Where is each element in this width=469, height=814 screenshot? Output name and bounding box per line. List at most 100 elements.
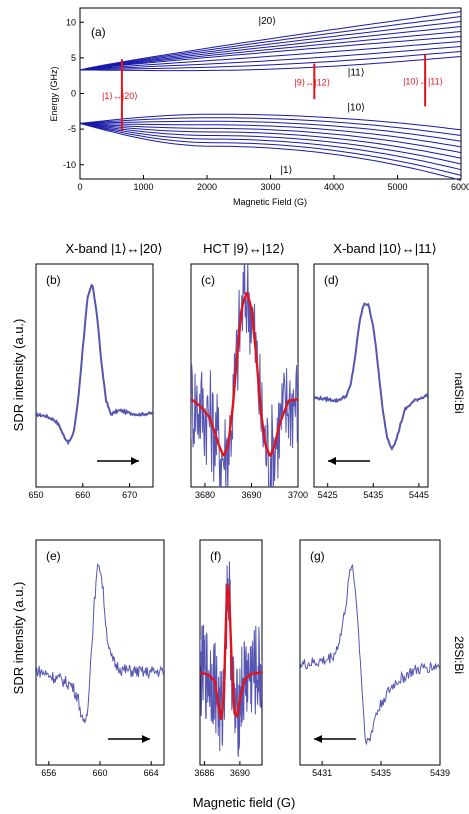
panel-e-xtick-label: 656	[41, 768, 56, 778]
panel-a-lower-level	[79, 122, 462, 176]
column-title-d: X-band |10⟩↔|11⟩	[333, 241, 436, 256]
panel-d-frame	[313, 263, 429, 488]
panel-b-frame	[35, 263, 154, 488]
panel-a-state-labels: |20⟩ |11⟩ |10⟩ |1⟩	[259, 16, 366, 176]
panel-a-upper-level	[79, 16, 462, 71]
panel-d-xtick-label: 5425	[318, 490, 338, 500]
panel-a-ytick-label: 0	[71, 89, 76, 99]
panel-a-xtick-label: 0	[77, 182, 82, 192]
panel-a-lower-level	[79, 122, 462, 148]
panel-e-series-0	[36, 562, 164, 724]
panel-a-lower-level	[79, 122, 462, 159]
panel-g-label: (g)	[310, 549, 325, 563]
panel-e-frame	[35, 539, 165, 766]
panel-b-xtick-label: 650	[28, 490, 43, 500]
panel-a-xtick-label: 3000	[260, 182, 280, 192]
panel-f-series-1	[200, 583, 262, 720]
panel-a-lower-level	[79, 122, 462, 165]
panel-a-xlabel: Magnetic Field (G)	[233, 197, 307, 207]
row-label-28: 28Si:Bi	[452, 636, 466, 674]
panel-e-label: (e)	[46, 549, 61, 563]
panel-b-sweep-arrow-head	[131, 457, 139, 465]
panel-e-xtick-label: 660	[92, 768, 107, 778]
panel-a-upper-level	[79, 31, 462, 71]
panel-a: 0 1000 2000 3000 4000 5000 6000 -10 -5 0 5 10 |1⟩↔|…	[49, 7, 469, 207]
panel-c-xtick-label: 3700	[288, 490, 308, 500]
panel-a-lower-level	[79, 122, 462, 181]
panel-g-frame	[299, 539, 441, 766]
panel-a-upper-level	[79, 51, 462, 71]
panel-a-lower-level	[79, 122, 462, 154]
panel-a-xtick-label: 4000	[324, 182, 344, 192]
panel-c-xtick-label: 3680	[195, 490, 215, 500]
panel-a-ylabel: Energy (GHz)	[49, 66, 59, 121]
panel-c-label: (c)	[201, 273, 215, 287]
panel-a-lower-level	[79, 122, 462, 171]
panel-b: 650 660 670 (b)	[28, 263, 154, 500]
panel-e: 656 660 664 (e)	[35, 539, 165, 778]
panel-a-ytick-label: 10	[66, 17, 76, 27]
panel-a-xtick-label: 2000	[197, 182, 217, 192]
sdr-ylabel-bottom: SDR intensity (a.u.)	[11, 582, 26, 695]
panel-e-sweep-arrow-head	[142, 735, 150, 743]
panel-g-xtick-label: 5439	[430, 768, 450, 778]
panel-a-upper-level	[79, 11, 462, 71]
panel-g-series-0	[300, 563, 440, 746]
panel-a-upper-level	[80, 56, 462, 72]
bottom-xlabel: Magnetic field (G)	[193, 795, 296, 810]
panel-a-upper-level	[79, 41, 462, 71]
row-label-nat: natSi:Bi	[452, 372, 466, 413]
panel-b-series-0	[36, 283, 153, 446]
sdr-ylabel-top: SDR intensity (a.u.)	[11, 319, 26, 432]
panel-a-state-label: |1⟩	[280, 165, 292, 176]
panel-a-energy-levels	[79, 11, 462, 181]
panel-a-transitions: |1⟩↔|20⟩ |9⟩↔|12⟩ |10⟩↔|11⟩	[102, 55, 443, 131]
panel-f: 3686 3690 (f)	[194, 539, 263, 778]
panel-b-xtick-label: 670	[122, 490, 137, 500]
panel-c-xtick-label: 3690	[241, 490, 261, 500]
panel-a-state-label: |10⟩	[347, 102, 365, 113]
column-title-b: X-band |1⟩↔|20⟩	[65, 241, 162, 256]
panel-a-ytick-label: 5	[71, 53, 76, 63]
panel-a-lower-level	[79, 113, 462, 131]
panel-f-xtick-label: 3686	[194, 768, 214, 778]
panel-a-ticks: 0 1000 2000 3000 4000 5000 6000 -10 -5 0 5 10	[63, 17, 469, 192]
panel-c-series-0	[191, 264, 298, 487]
panel-a-ytick-label: -5	[68, 124, 76, 134]
panel-g-xtick-label: 5431	[312, 768, 332, 778]
panel-a-ytick-label: -10	[63, 160, 76, 170]
panel-d-sweep-arrow-head	[328, 457, 336, 465]
panel-a-upper-level	[79, 46, 462, 71]
panel-f-label: (f)	[210, 549, 221, 563]
panel-d-series-0	[314, 302, 428, 451]
panel-b-xtick-label: 660	[75, 490, 90, 500]
column-title-c: HCT |9⟩↔|12⟩	[203, 241, 285, 256]
panel-g-xtick-label: 5435	[371, 768, 391, 778]
panel-d-label: (d)	[324, 273, 339, 287]
panel-a-state-label: |11⟩	[348, 67, 365, 78]
panel-a-xtick-label: 1000	[133, 182, 153, 192]
panel-a-state-label: |20⟩	[259, 16, 277, 27]
panel-b-label: (b)	[46, 273, 61, 287]
panel-a-transition-label: |10⟩↔|11⟩	[403, 77, 443, 87]
panel-c-series-1	[191, 291, 298, 458]
panel-g: 5431 5435 5439 (g)	[299, 539, 450, 778]
panel-a-lower-level	[79, 120, 462, 142]
panel-a-lower-level	[79, 117, 462, 136]
panel-a-upper-level	[79, 26, 462, 71]
panel-d: 5425 5435 5445 (d)	[313, 263, 429, 500]
panel-e-xtick-label: 664	[144, 768, 159, 778]
panel-d-xtick-label: 5445	[409, 490, 429, 500]
panel-d-xtick-label: 5435	[363, 490, 383, 500]
panel-a-transition-label: |1⟩↔|20⟩	[102, 91, 138, 101]
panel-a-transition-label: |9⟩↔|12⟩	[294, 77, 330, 87]
panel-g-sweep-arrow-head	[314, 735, 322, 743]
panel-a-upper-level	[79, 36, 462, 71]
panel-a-xtick-label: 6000	[451, 182, 469, 192]
panel-a-upper-level	[79, 21, 462, 71]
panel-c: 3680 3690 3700 (c)	[190, 263, 308, 500]
panel-a-label: (a)	[91, 25, 106, 39]
panel-a-xtick-label: 5000	[387, 182, 407, 192]
panel-f-xtick-label: 3690	[230, 768, 250, 778]
